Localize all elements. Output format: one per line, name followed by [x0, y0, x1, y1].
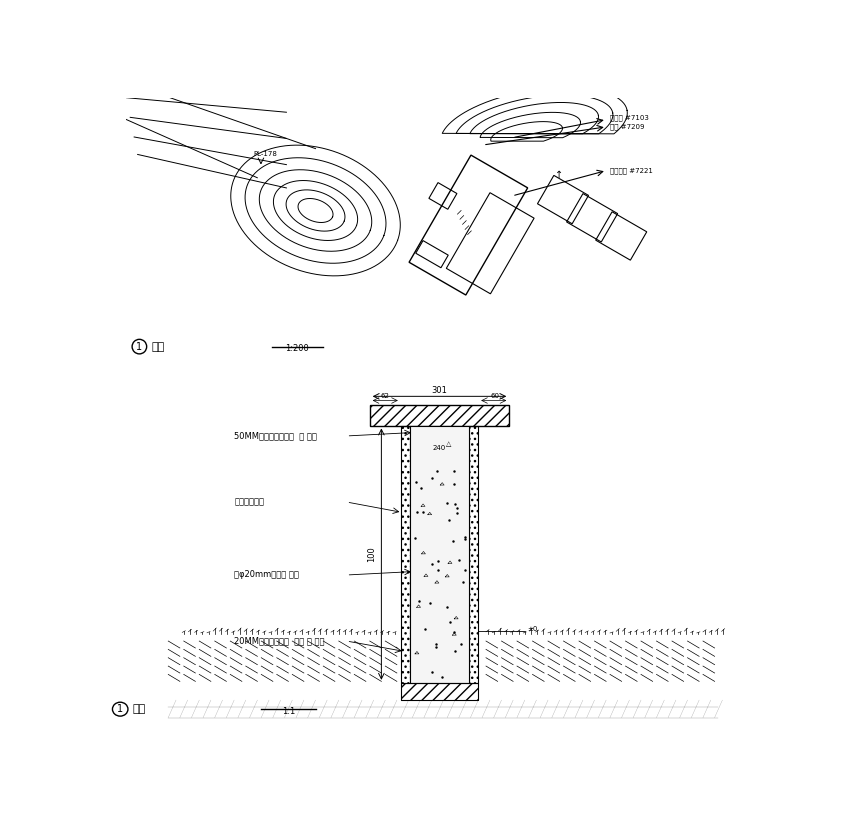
Text: 无入口套 #7221: 无入口套 #7221 — [610, 167, 653, 173]
Bar — [400, 426, 410, 683]
Text: PL-178: PL-178 — [253, 151, 278, 157]
Text: 1: 1 — [136, 342, 143, 352]
Text: ±0: ±0 — [527, 626, 537, 632]
Text: △: △ — [445, 441, 451, 448]
Bar — [370, 405, 509, 426]
Bar — [400, 683, 479, 700]
Text: 1: 1 — [117, 704, 123, 714]
Bar — [370, 405, 509, 426]
Text: 至φ20mm素炭砂 积开: 至φ20mm素炭砂 积开 — [234, 571, 299, 580]
Text: 剖面: 剖面 — [133, 704, 146, 714]
Text: 60: 60 — [490, 392, 500, 399]
Text: 道路 #7209: 道路 #7209 — [610, 124, 645, 130]
Bar — [469, 426, 479, 683]
Bar — [400, 683, 479, 700]
Text: 240: 240 — [433, 445, 446, 451]
Bar — [410, 426, 469, 683]
Text: 骨石，色贴面: 骨石，色贴面 — [234, 497, 264, 506]
Text: 50MM厚天然花岗岩板  色 面磨: 50MM厚天然花岗岩板 色 面磨 — [234, 431, 317, 440]
Text: 1:1: 1:1 — [281, 707, 295, 716]
Bar — [469, 426, 479, 683]
Text: 1:200: 1:200 — [286, 344, 309, 353]
Bar — [400, 426, 410, 683]
Text: 301: 301 — [432, 386, 447, 395]
Text: 20MM厚天然花岗石  地槽 台 面磨: 20MM厚天然花岗石 地槽 台 面磨 — [234, 637, 325, 646]
Text: 平面: 平面 — [151, 342, 164, 352]
Text: 62: 62 — [381, 392, 389, 399]
Text: 设界线 #7103: 设界线 #7103 — [610, 114, 649, 120]
Text: 100: 100 — [367, 546, 377, 562]
Text: ↑: ↑ — [555, 170, 564, 180]
